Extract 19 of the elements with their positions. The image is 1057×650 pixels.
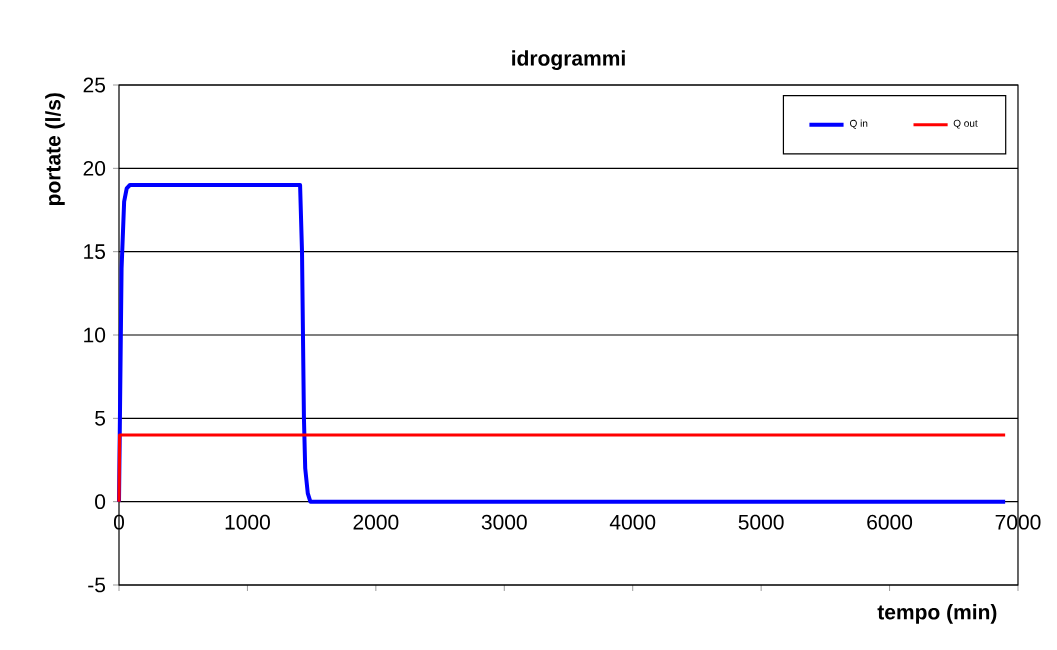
x-tick-label: 1000 xyxy=(225,514,270,530)
legend-label: Q in xyxy=(850,119,868,129)
x-tick-label: 4000 xyxy=(609,514,656,530)
x-tick-label: 6000 xyxy=(867,514,913,530)
x-tick-label: 5000 xyxy=(738,514,784,530)
y-tick-label: 15 xyxy=(84,244,106,260)
y-tick-label: -5 xyxy=(88,577,106,593)
y-tick-label: 20 xyxy=(83,160,106,176)
x-tick-label: 2000 xyxy=(353,514,399,530)
x-tick-label: 3000 xyxy=(481,514,527,530)
y-tick-label: 5 xyxy=(95,411,106,426)
chart-title: idrogrammi xyxy=(512,50,625,70)
y-tick-label: 10 xyxy=(84,327,106,343)
line-series xyxy=(117,183,1008,504)
x-axis-title: tempo (min) xyxy=(877,604,997,624)
y-tick-label: 25 xyxy=(83,77,106,93)
legend-label: Q out xyxy=(953,119,978,129)
y-axis-title: portate (l/s) xyxy=(45,93,65,206)
y-tick-label: 0 xyxy=(95,494,106,510)
